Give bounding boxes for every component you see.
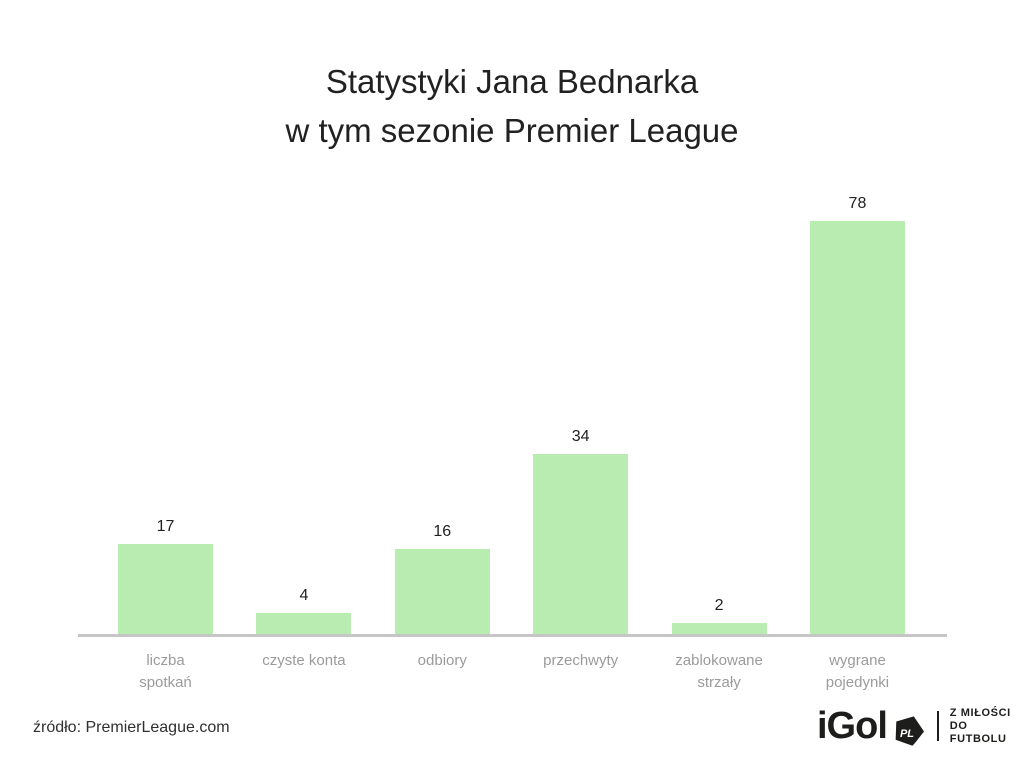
logo-tagline: Z MIŁOŚCI DO FUTBOLU <box>950 707 1024 746</box>
bar-slot: 17 <box>118 518 213 634</box>
bar-slot: 4 <box>256 586 352 634</box>
igol-logo: iGol PL Z MIŁOŚCI DO FUTBOLU <box>817 702 1024 750</box>
pl-badge-label: PL <box>900 728 914 740</box>
category-label: przechwyty <box>533 650 628 694</box>
category-label-line: pojedynki <box>825 674 890 691</box>
chart-title-line-2: w tym sezonie Premier League <box>285 112 739 149</box>
category-label: liczba spotkań <box>118 650 213 694</box>
bar-value-label: 17 <box>156 517 175 535</box>
category-label-line: odbiory <box>417 652 467 669</box>
logo-tagline-line-1: Z MIŁOŚCI <box>949 706 1011 719</box>
bar-value-label: 2 <box>714 597 724 615</box>
category-label-line: zablokowane <box>675 652 763 669</box>
bar <box>394 549 490 634</box>
category-label: czyste konta <box>256 650 351 694</box>
category-label-line: przechwyty <box>543 652 619 669</box>
bar-slot: 2 <box>671 597 767 634</box>
pl-pentagon-badge-icon: PL <box>895 716 925 748</box>
bar-slot: 78 <box>809 194 905 634</box>
chart-title: Statystyki Jana Bednarka w tym sezonie P… <box>0 57 1024 155</box>
chart-title-line-1: Statystyki Jana Bednarka <box>325 63 699 100</box>
bar-value-label: 34 <box>571 427 590 445</box>
igol-wordmark: iGol <box>817 704 888 747</box>
logo-tagline-line-2: DO FUTBOLU <box>949 719 1007 745</box>
bar-slot: 16 <box>394 523 490 634</box>
category-labels-row: liczba spotkań czyste konta odbiory przechwy… <box>118 650 905 694</box>
category-label-line: wygrane <box>829 652 886 669</box>
bar-slot: 34 <box>533 427 629 634</box>
bar-chart: 17 4 16 34 2 78 <box>118 174 905 634</box>
bar <box>533 453 629 634</box>
category-label-line: liczba <box>146 652 185 669</box>
category-label: odbiory <box>395 650 490 694</box>
source-note: źródło: PremierLeague.com <box>33 719 230 736</box>
bar-value-label: 78 <box>848 194 867 212</box>
category-label: wygrane pojedynki <box>810 650 905 694</box>
bar <box>809 220 905 634</box>
logo-divider <box>936 711 939 741</box>
bar-value-label: 16 <box>433 523 452 541</box>
category-label-line: strzały <box>697 674 741 691</box>
bar <box>118 543 213 634</box>
bar-value-label: 4 <box>299 586 309 604</box>
category-label-line: czyste konta <box>262 652 346 669</box>
bar <box>671 623 767 634</box>
category-label-line: spotkań <box>139 674 192 691</box>
x-axis-line <box>78 634 947 637</box>
category-label: zablokowane strzały <box>672 650 767 694</box>
bar <box>256 612 352 634</box>
